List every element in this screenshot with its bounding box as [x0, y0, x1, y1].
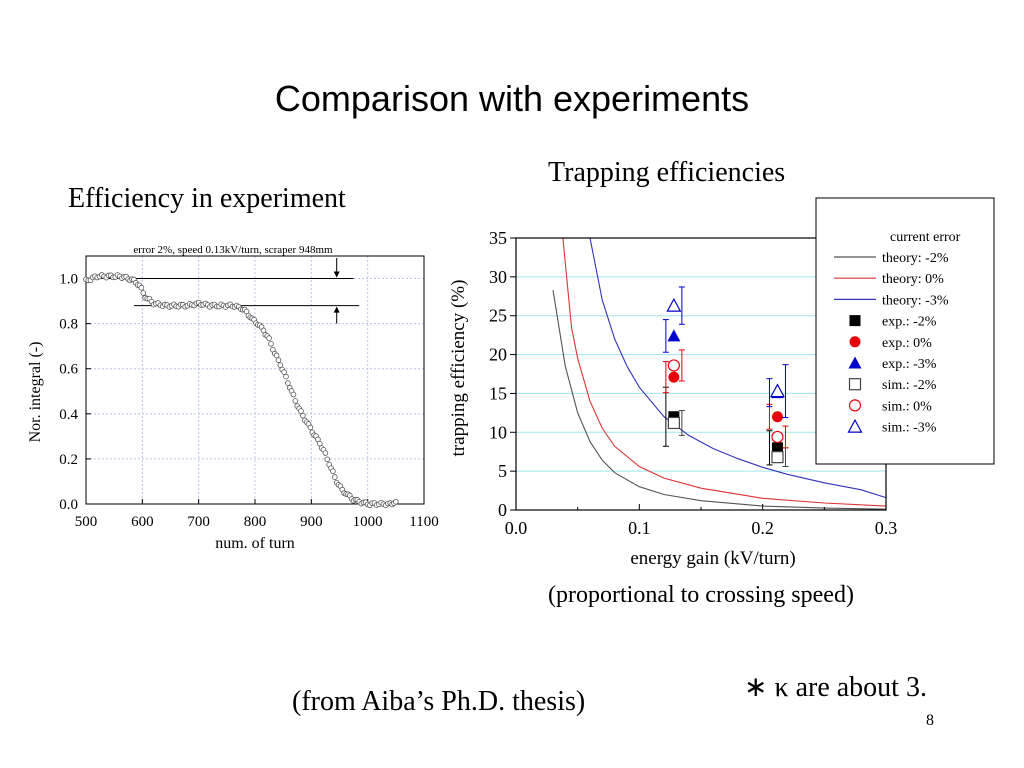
data-point: [324, 456, 331, 463]
right-chart-y-tick-label: 5: [498, 461, 507, 481]
legend-label: exp.: 0%: [882, 336, 932, 351]
right-chart-markers: [662, 286, 789, 467]
data-marker: [769, 383, 785, 398]
reference-arrowhead-lower: [333, 306, 340, 313]
legend-entries: theory: -2% theory: 0% theory: -3% exp.: -2…: [834, 251, 949, 436]
legend-marker-swatch: [848, 356, 862, 369]
data-point: [273, 352, 280, 359]
data-point: [138, 284, 145, 291]
data-point: [332, 474, 338, 480]
right-chart-y-tick-label: 20: [489, 345, 507, 365]
left-chart-x-tick-label: 900: [300, 514, 323, 530]
kappa-note: ∗ κ are about 3.: [744, 672, 927, 703]
data-marker: [771, 442, 783, 454]
right-chart-x-tick-label: 0.1: [628, 518, 651, 538]
legend-label: sim.: -2%: [882, 378, 937, 393]
right-chart-y-tick-label: 10: [489, 422, 507, 442]
source-note: (from Aiba’s Ph.D. thesis): [292, 686, 586, 717]
legend-title: current error: [890, 230, 961, 245]
theory-curve: [589, 237, 887, 499]
left-chart-y-tick-label: 1.0: [59, 272, 78, 288]
left-chart-x-tick-label: 600: [131, 514, 154, 530]
right-chart-y-tick-label: 35: [489, 228, 507, 248]
data-point: [290, 391, 297, 398]
legend-label: sim.: 0%: [882, 399, 932, 414]
legend-marker-swatch: [848, 378, 862, 391]
legend-marker-swatch: [849, 315, 861, 327]
proportional-note: (proportional to crossing speed): [548, 582, 854, 608]
legend-label: sim.: -3%: [882, 421, 937, 436]
theory-curve: [562, 237, 887, 507]
legend-frame: [815, 197, 995, 465]
data-marker: [667, 329, 681, 342]
data-marker: [667, 359, 680, 372]
right-chart-xlabel: energy gain (kV/turn): [630, 548, 795, 569]
left-chart-ylabel: Nor. integral (-): [27, 342, 44, 443]
right-chart-x-tick-label: 0.3: [875, 518, 898, 538]
data-point: [268, 341, 274, 347]
left-chart-y-tick-label: 0.6: [59, 362, 78, 378]
legend-marker-swatch: [848, 399, 862, 412]
left-chart-title: error 2%, speed 0.13kV/turn, scraper 948…: [133, 244, 333, 256]
right-chart-ticks: 0 5 10 15 20 25 30 35 0.0 0.1 0.2 0.3: [489, 228, 897, 538]
legend-label: exp.: -2%: [882, 315, 937, 330]
data-point: [300, 412, 306, 419]
data-point: [285, 380, 291, 386]
data-marker: [668, 371, 680, 383]
legend-marker-swatch: [847, 418, 863, 433]
left-chart-x-tick-label: 700: [187, 514, 210, 530]
legend-label: theory: 0%: [882, 272, 944, 287]
left-chart-points: [83, 272, 399, 509]
data-point: [330, 468, 336, 474]
data-marker: [771, 451, 784, 464]
data-point: [140, 290, 147, 296]
right-chart-x-tick-label: 0.0: [505, 518, 528, 538]
data-point: [307, 424, 314, 431]
data-marker: [667, 416, 680, 430]
slide-title: Comparison with experiments: [274, 78, 750, 119]
data-point: [393, 498, 399, 505]
right-chart-legend: current error theory: -2%theory: 0%theor…: [815, 197, 995, 465]
legend-label: theory: -3%: [882, 293, 949, 308]
data-point: [275, 357, 282, 363]
left-chart-x-tick-label: 1100: [409, 514, 438, 530]
left-chart-x-tick-label: 500: [75, 514, 98, 530]
data-point: [292, 398, 299, 404]
right-chart-theory-lines: [552, 237, 887, 510]
data-point: [298, 408, 304, 414]
data-marker: [771, 411, 783, 423]
data-marker: [668, 411, 680, 423]
legend-label: exp.: -3%: [882, 357, 937, 372]
left-chart-x-tick-label: 800: [244, 514, 267, 530]
theory-curve: [552, 290, 887, 510]
right-chart-caption: Trapping efficiencies: [548, 157, 786, 188]
data-point: [266, 335, 272, 341]
legend-label: theory: -2%: [882, 251, 949, 266]
data-marker: [666, 297, 682, 312]
right-chart-x-tick-label: 0.2: [751, 518, 774, 538]
data-marker: [771, 430, 784, 444]
left-chart-caption: Efficiency in experiment: [68, 183, 346, 214]
left-chart-y-tick-label: 0.2: [59, 452, 78, 468]
data-point: [283, 373, 289, 380]
legend-marker-swatch: [849, 336, 861, 348]
data-point: [322, 450, 329, 456]
left-chart-y-tick-label: 0.4: [59, 407, 78, 423]
right-chart-y-tick-label: 0: [498, 500, 507, 520]
left-chart-x-tick-label: 1000: [353, 514, 383, 530]
left-chart-ticks: 500 600 700 800 900 1000 1100 0.0 0.2 0.4 0.6 0.8 1.…: [59, 272, 438, 530]
data-point: [281, 369, 287, 375]
left-chart-y-tick-label: 0.0: [59, 497, 78, 513]
right-chart-ylabel: trapping efficiency (%): [448, 280, 469, 457]
right-chart-y-tick-label: 30: [489, 267, 507, 287]
right-chart-y-tick-label: 25: [489, 306, 507, 326]
right-chart-y-tick-label: 15: [489, 383, 507, 403]
left-chart-y-tick-label: 0.8: [59, 317, 78, 333]
reference-arrowhead-upper: [333, 271, 340, 278]
left-chart-xlabel: num. of turn: [215, 535, 295, 552]
page-number: 8: [926, 712, 934, 729]
